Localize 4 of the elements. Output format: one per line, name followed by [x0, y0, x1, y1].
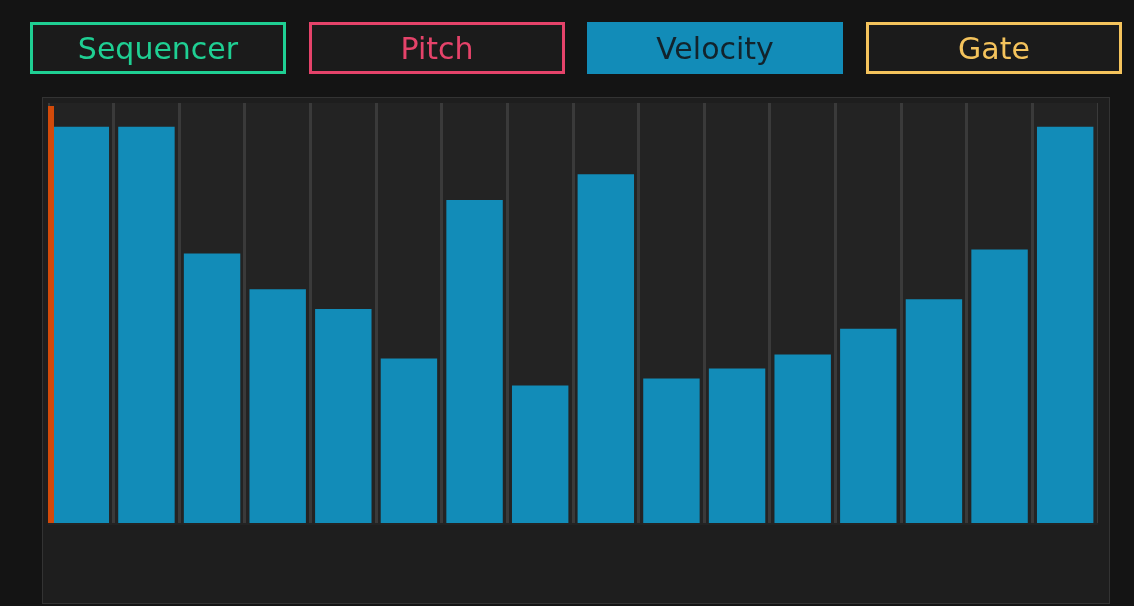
text: Velocity [587, 22, 843, 74]
text: Pitch [309, 22, 565, 74]
text: Sequencer [30, 22, 286, 74]
text: Gate [866, 22, 1122, 74]
